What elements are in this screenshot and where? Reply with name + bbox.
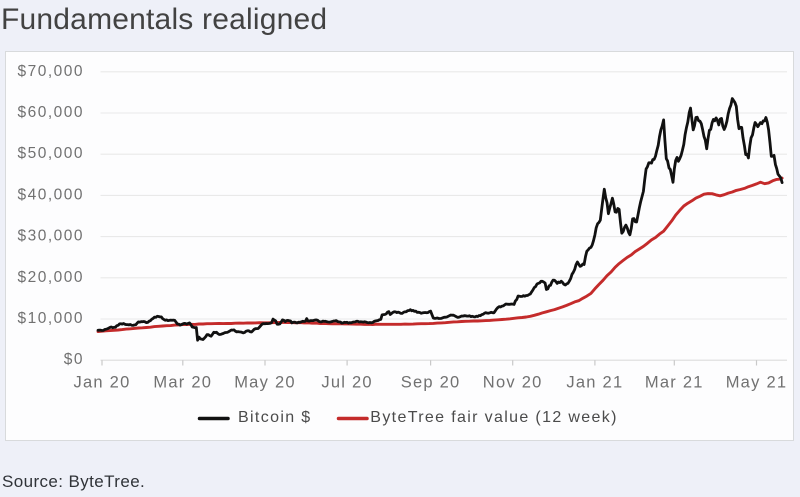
svg-text:Jul 20: Jul 20	[321, 374, 373, 392]
svg-text:$40,000: $40,000	[17, 186, 84, 203]
svg-text:$10,000: $10,000	[17, 310, 84, 327]
svg-text:$50,000: $50,000	[17, 145, 84, 162]
svg-text:Jan 20: Jan 20	[73, 374, 130, 392]
svg-text:$0: $0	[63, 351, 83, 368]
svg-text:$20,000: $20,000	[17, 269, 84, 286]
svg-text:May 21: May 21	[725, 374, 787, 392]
svg-text:Mar 21: Mar 21	[644, 374, 703, 392]
svg-text:Mar 20: Mar 20	[153, 374, 212, 392]
svg-text:$30,000: $30,000	[17, 228, 84, 245]
svg-text:Jan 21: Jan 21	[566, 374, 623, 392]
svg-text:Bitcoin $: Bitcoin $	[238, 409, 312, 426]
svg-text:May 20: May 20	[234, 374, 296, 392]
svg-text:ByteTree fair value (12 week): ByteTree fair value (12 week)	[370, 409, 618, 426]
svg-text:$70,000: $70,000	[17, 63, 84, 80]
svg-text:Sep 20: Sep 20	[400, 374, 460, 392]
svg-text:Nov 20: Nov 20	[482, 374, 542, 392]
svg-text:$60,000: $60,000	[17, 104, 84, 121]
